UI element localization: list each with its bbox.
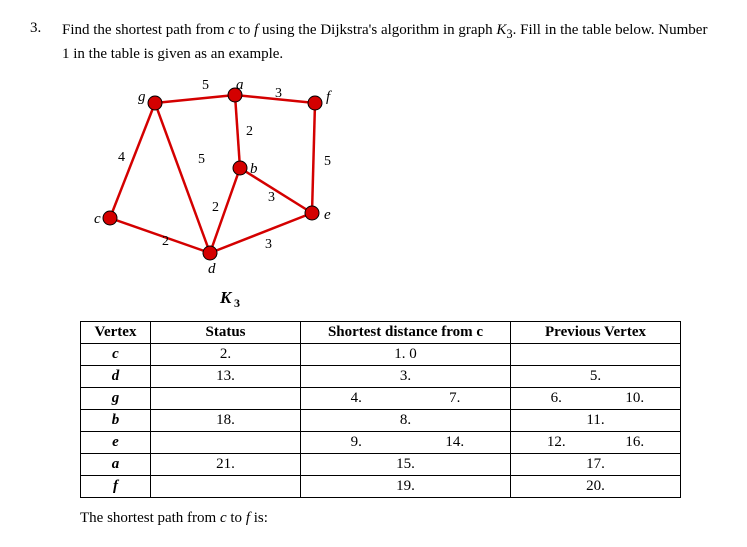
footer-before: The shortest path from bbox=[80, 510, 220, 526]
status-cell: 13. bbox=[151, 365, 301, 387]
previous-cell: 11. bbox=[511, 409, 681, 431]
edge-weight: 4 bbox=[118, 150, 125, 165]
distance-cell-left: 4. bbox=[307, 390, 406, 407]
distance-cell: 19. bbox=[301, 475, 511, 497]
table-row: e9.14.12.16. bbox=[81, 431, 681, 453]
vertex-cell: a bbox=[81, 453, 151, 475]
status-cell: 2. bbox=[151, 343, 301, 365]
footer-c: c bbox=[220, 510, 227, 526]
previous-cell-right: 10. bbox=[596, 390, 675, 407]
graph-node bbox=[233, 161, 247, 175]
previous-cell-left: 6. bbox=[517, 390, 596, 407]
distance-cell-right: 14. bbox=[406, 434, 505, 451]
footer-to: to bbox=[227, 510, 246, 526]
edge-weight: 5 bbox=[324, 154, 331, 169]
edge-weight: 5 bbox=[202, 78, 209, 93]
graph-edge bbox=[312, 103, 315, 213]
graph-svg: 5345252233gafcbedK3 bbox=[80, 73, 360, 313]
vertex-cell: g bbox=[81, 387, 151, 409]
distance-cell: 15. bbox=[301, 453, 511, 475]
distance-cell: 3. bbox=[301, 365, 511, 387]
graph-edge bbox=[235, 95, 240, 168]
edge-weight: 3 bbox=[275, 86, 282, 101]
graph-node bbox=[148, 96, 162, 110]
status-cell: 18. bbox=[151, 409, 301, 431]
graph-node bbox=[305, 206, 319, 220]
footer-after: is: bbox=[250, 510, 268, 526]
node-label: c bbox=[94, 211, 101, 227]
q-k3-k: K bbox=[496, 22, 506, 38]
node-label: g bbox=[138, 89, 146, 105]
graph-label-sub: 3 bbox=[234, 296, 240, 310]
node-label: a bbox=[236, 77, 244, 93]
graph-edge bbox=[110, 103, 155, 218]
vertex-cell: e bbox=[81, 431, 151, 453]
edge-weight: 2 bbox=[162, 234, 169, 249]
vertex-cell: b bbox=[81, 409, 151, 431]
node-label: f bbox=[326, 89, 332, 105]
previous-cell bbox=[511, 343, 681, 365]
previous-cell: 20. bbox=[511, 475, 681, 497]
q-part1: Find the shortest path from bbox=[62, 22, 228, 38]
edge-weight: 3 bbox=[268, 190, 275, 205]
q-c: c bbox=[228, 22, 235, 38]
edge-weight: 2 bbox=[212, 200, 219, 215]
edge-weight: 5 bbox=[198, 152, 205, 167]
graph-edge bbox=[155, 103, 210, 253]
table-row: d13.3.5. bbox=[81, 365, 681, 387]
previous-cell: 6.10. bbox=[511, 387, 681, 409]
table-header: Previous Vertex bbox=[511, 321, 681, 343]
question-block: 3. Find the shortest path from c to f us… bbox=[30, 20, 717, 65]
previous-cell: 12.16. bbox=[511, 431, 681, 453]
table-row: g4.7.6.10. bbox=[81, 387, 681, 409]
table-row: b18.8.11. bbox=[81, 409, 681, 431]
table-header: Status bbox=[151, 321, 301, 343]
previous-cell: 5. bbox=[511, 365, 681, 387]
distance-cell-left: 9. bbox=[307, 434, 406, 451]
distance-cell: 1. 0 bbox=[301, 343, 511, 365]
vertex-cell: d bbox=[81, 365, 151, 387]
question-number: 3. bbox=[30, 20, 48, 65]
node-label: b bbox=[250, 161, 258, 177]
table-row: f 19.20. bbox=[81, 475, 681, 497]
graph-edge bbox=[210, 213, 312, 253]
vertex-cell: c bbox=[81, 343, 151, 365]
table-header: Shortest distance from c bbox=[301, 321, 511, 343]
status-cell: 21. bbox=[151, 453, 301, 475]
distance-cell: 9.14. bbox=[301, 431, 511, 453]
graph-label: K bbox=[219, 288, 233, 307]
distance-cell: 8. bbox=[301, 409, 511, 431]
question-text: Find the shortest path from c to f using… bbox=[62, 20, 717, 65]
footer-line: The shortest path from c to f is: bbox=[80, 510, 717, 527]
status-cell bbox=[151, 431, 301, 453]
q-to: to bbox=[235, 22, 254, 38]
graph-node bbox=[203, 246, 217, 260]
edge-weight: 2 bbox=[246, 124, 253, 139]
graph-figure: 5345252233gafcbedK3 bbox=[80, 73, 717, 313]
vertex-cell: f bbox=[81, 475, 151, 497]
table-row: c2.1. 0 bbox=[81, 343, 681, 365]
previous-cell-right: 16. bbox=[596, 434, 675, 451]
distance-cell: 4.7. bbox=[301, 387, 511, 409]
graph-edge bbox=[110, 218, 210, 253]
distance-cell-right: 7. bbox=[406, 390, 505, 407]
graph-edge bbox=[155, 95, 235, 103]
edge-weight: 3 bbox=[265, 237, 272, 252]
previous-cell: 17. bbox=[511, 453, 681, 475]
table-row: a21.15.17. bbox=[81, 453, 681, 475]
status-cell bbox=[151, 387, 301, 409]
table-header: Vertex bbox=[81, 321, 151, 343]
q-mid: using the Dijkstra's algorithm in graph bbox=[258, 22, 496, 38]
node-label: d bbox=[208, 261, 216, 277]
node-label: e bbox=[324, 207, 331, 223]
graph-node bbox=[308, 96, 322, 110]
graph-node bbox=[103, 211, 117, 225]
dijkstra-table: VertexStatusShortest distance from cPrev… bbox=[80, 321, 681, 498]
status-cell bbox=[151, 475, 301, 497]
previous-cell-left: 12. bbox=[517, 434, 596, 451]
